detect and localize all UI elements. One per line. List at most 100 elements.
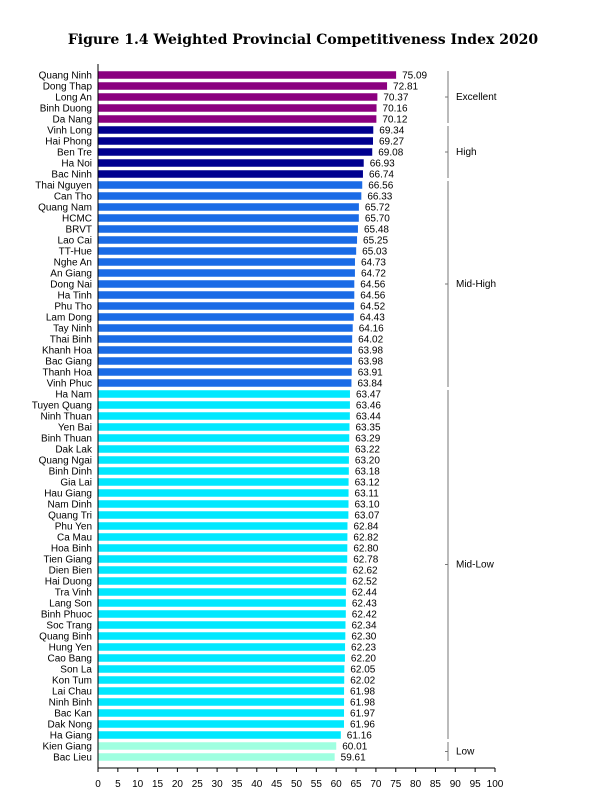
category-label: Binh Duong xyxy=(40,104,92,115)
bar xyxy=(98,753,335,761)
bar xyxy=(98,368,352,376)
bar xyxy=(98,390,350,398)
category-label: Hai Phong xyxy=(45,137,92,148)
value-label: 65.25 xyxy=(363,236,388,247)
value-label: 63.18 xyxy=(355,467,380,478)
bar xyxy=(98,698,345,706)
bar xyxy=(98,225,358,233)
category-label: BRVT xyxy=(66,225,93,236)
value-label: 70.37 xyxy=(383,93,408,104)
category-label: Nghe An xyxy=(54,258,92,269)
category-label: Dak Lak xyxy=(55,445,93,456)
value-label: 64.56 xyxy=(360,291,385,302)
category-label: Lang Son xyxy=(49,599,92,610)
category-label: Bac Lieu xyxy=(53,753,92,764)
value-label: 63.47 xyxy=(356,390,381,401)
bar xyxy=(98,533,348,541)
bar xyxy=(98,280,355,288)
category-label: Phu Tho xyxy=(54,302,92,313)
value-label: 62.30 xyxy=(351,632,376,643)
category-label: Quang Ninh xyxy=(39,71,92,82)
category-label: Binh Dinh xyxy=(49,467,92,478)
value-label: 60.01 xyxy=(342,742,367,753)
category-label: Kon Tum xyxy=(52,676,92,687)
x-tick-label: 85 xyxy=(430,779,442,790)
x-tick-label: 65 xyxy=(350,779,362,790)
category-label: Yen Bai xyxy=(58,423,92,434)
bar xyxy=(98,115,377,123)
category-label: Thai Binh xyxy=(50,335,92,346)
value-label: 64.56 xyxy=(360,280,385,291)
category-label: Bac Kan xyxy=(54,709,92,720)
group-label: Excellent xyxy=(456,92,497,103)
value-label: 62.78 xyxy=(353,555,378,566)
category-label: Bac Giang xyxy=(45,357,92,368)
bar xyxy=(98,236,358,244)
group-label: Low xyxy=(456,747,475,758)
category-label: Hau Giang xyxy=(44,489,92,500)
value-label: 62.42 xyxy=(352,610,377,621)
category-label: Ha Nam xyxy=(55,390,92,401)
category-label: Soc Trang xyxy=(46,621,92,632)
value-label: 63.84 xyxy=(357,379,382,390)
bar xyxy=(98,544,348,552)
bar xyxy=(98,181,363,189)
value-label: 63.07 xyxy=(354,511,379,522)
x-tick-label: 15 xyxy=(152,779,164,790)
bar xyxy=(98,720,344,728)
bar xyxy=(98,313,354,321)
category-label: Phu Yen xyxy=(55,522,92,533)
value-label: 63.44 xyxy=(356,412,381,423)
value-label: 63.29 xyxy=(355,434,380,445)
value-label: 63.98 xyxy=(358,346,383,357)
x-tick-label: 55 xyxy=(311,779,323,790)
value-label: 70.12 xyxy=(382,115,407,126)
bar xyxy=(98,203,359,211)
category-label: Lai Chau xyxy=(52,687,92,698)
value-label: 63.98 xyxy=(358,357,383,368)
bar xyxy=(98,500,349,508)
x-tick-label: 30 xyxy=(212,779,224,790)
x-tick-label: 50 xyxy=(291,779,303,790)
x-tick-label: 90 xyxy=(450,779,462,790)
value-label: 63.10 xyxy=(355,500,380,511)
x-tick-label: 75 xyxy=(390,779,402,790)
bar xyxy=(98,423,350,431)
value-label: 62.44 xyxy=(352,588,377,599)
bar xyxy=(98,82,388,90)
category-label: HCMC xyxy=(62,214,92,225)
value-label: 64.02 xyxy=(358,335,383,346)
bar xyxy=(98,126,374,134)
category-label: Khanh Hoa xyxy=(42,346,92,357)
bar xyxy=(98,71,397,79)
category-label: Tien Giang xyxy=(43,555,92,566)
bar xyxy=(98,599,346,607)
value-label: 63.22 xyxy=(355,445,380,456)
bar xyxy=(98,621,346,629)
value-label: 62.84 xyxy=(353,522,378,533)
category-label: Cao Bang xyxy=(48,654,92,665)
value-label: 63.12 xyxy=(355,478,380,489)
bar xyxy=(98,709,345,717)
category-label: Thanh Hoa xyxy=(43,368,93,379)
bar xyxy=(98,401,350,409)
bar xyxy=(98,687,345,695)
value-label: 70.16 xyxy=(383,104,408,115)
category-label: Thai Nguyen xyxy=(35,181,92,192)
value-label: 64.73 xyxy=(361,258,386,269)
category-label: Tra Vinh xyxy=(55,588,92,599)
x-tick-label: 100 xyxy=(487,779,504,790)
bar xyxy=(98,478,349,486)
group-label: Mid-High xyxy=(456,279,496,290)
bar xyxy=(98,324,353,332)
bar xyxy=(98,676,345,684)
value-label: 64.43 xyxy=(360,313,385,324)
category-label: Ninh Binh xyxy=(49,698,92,709)
value-label: 63.35 xyxy=(355,423,380,434)
category-label: Lao Cai xyxy=(58,236,92,247)
value-label: 66.33 xyxy=(367,192,392,203)
category-label: Nam Dinh xyxy=(48,500,92,511)
category-label: Tuyen Quang xyxy=(32,401,92,412)
bar xyxy=(98,555,348,563)
category-label: Can Tho xyxy=(54,192,93,203)
